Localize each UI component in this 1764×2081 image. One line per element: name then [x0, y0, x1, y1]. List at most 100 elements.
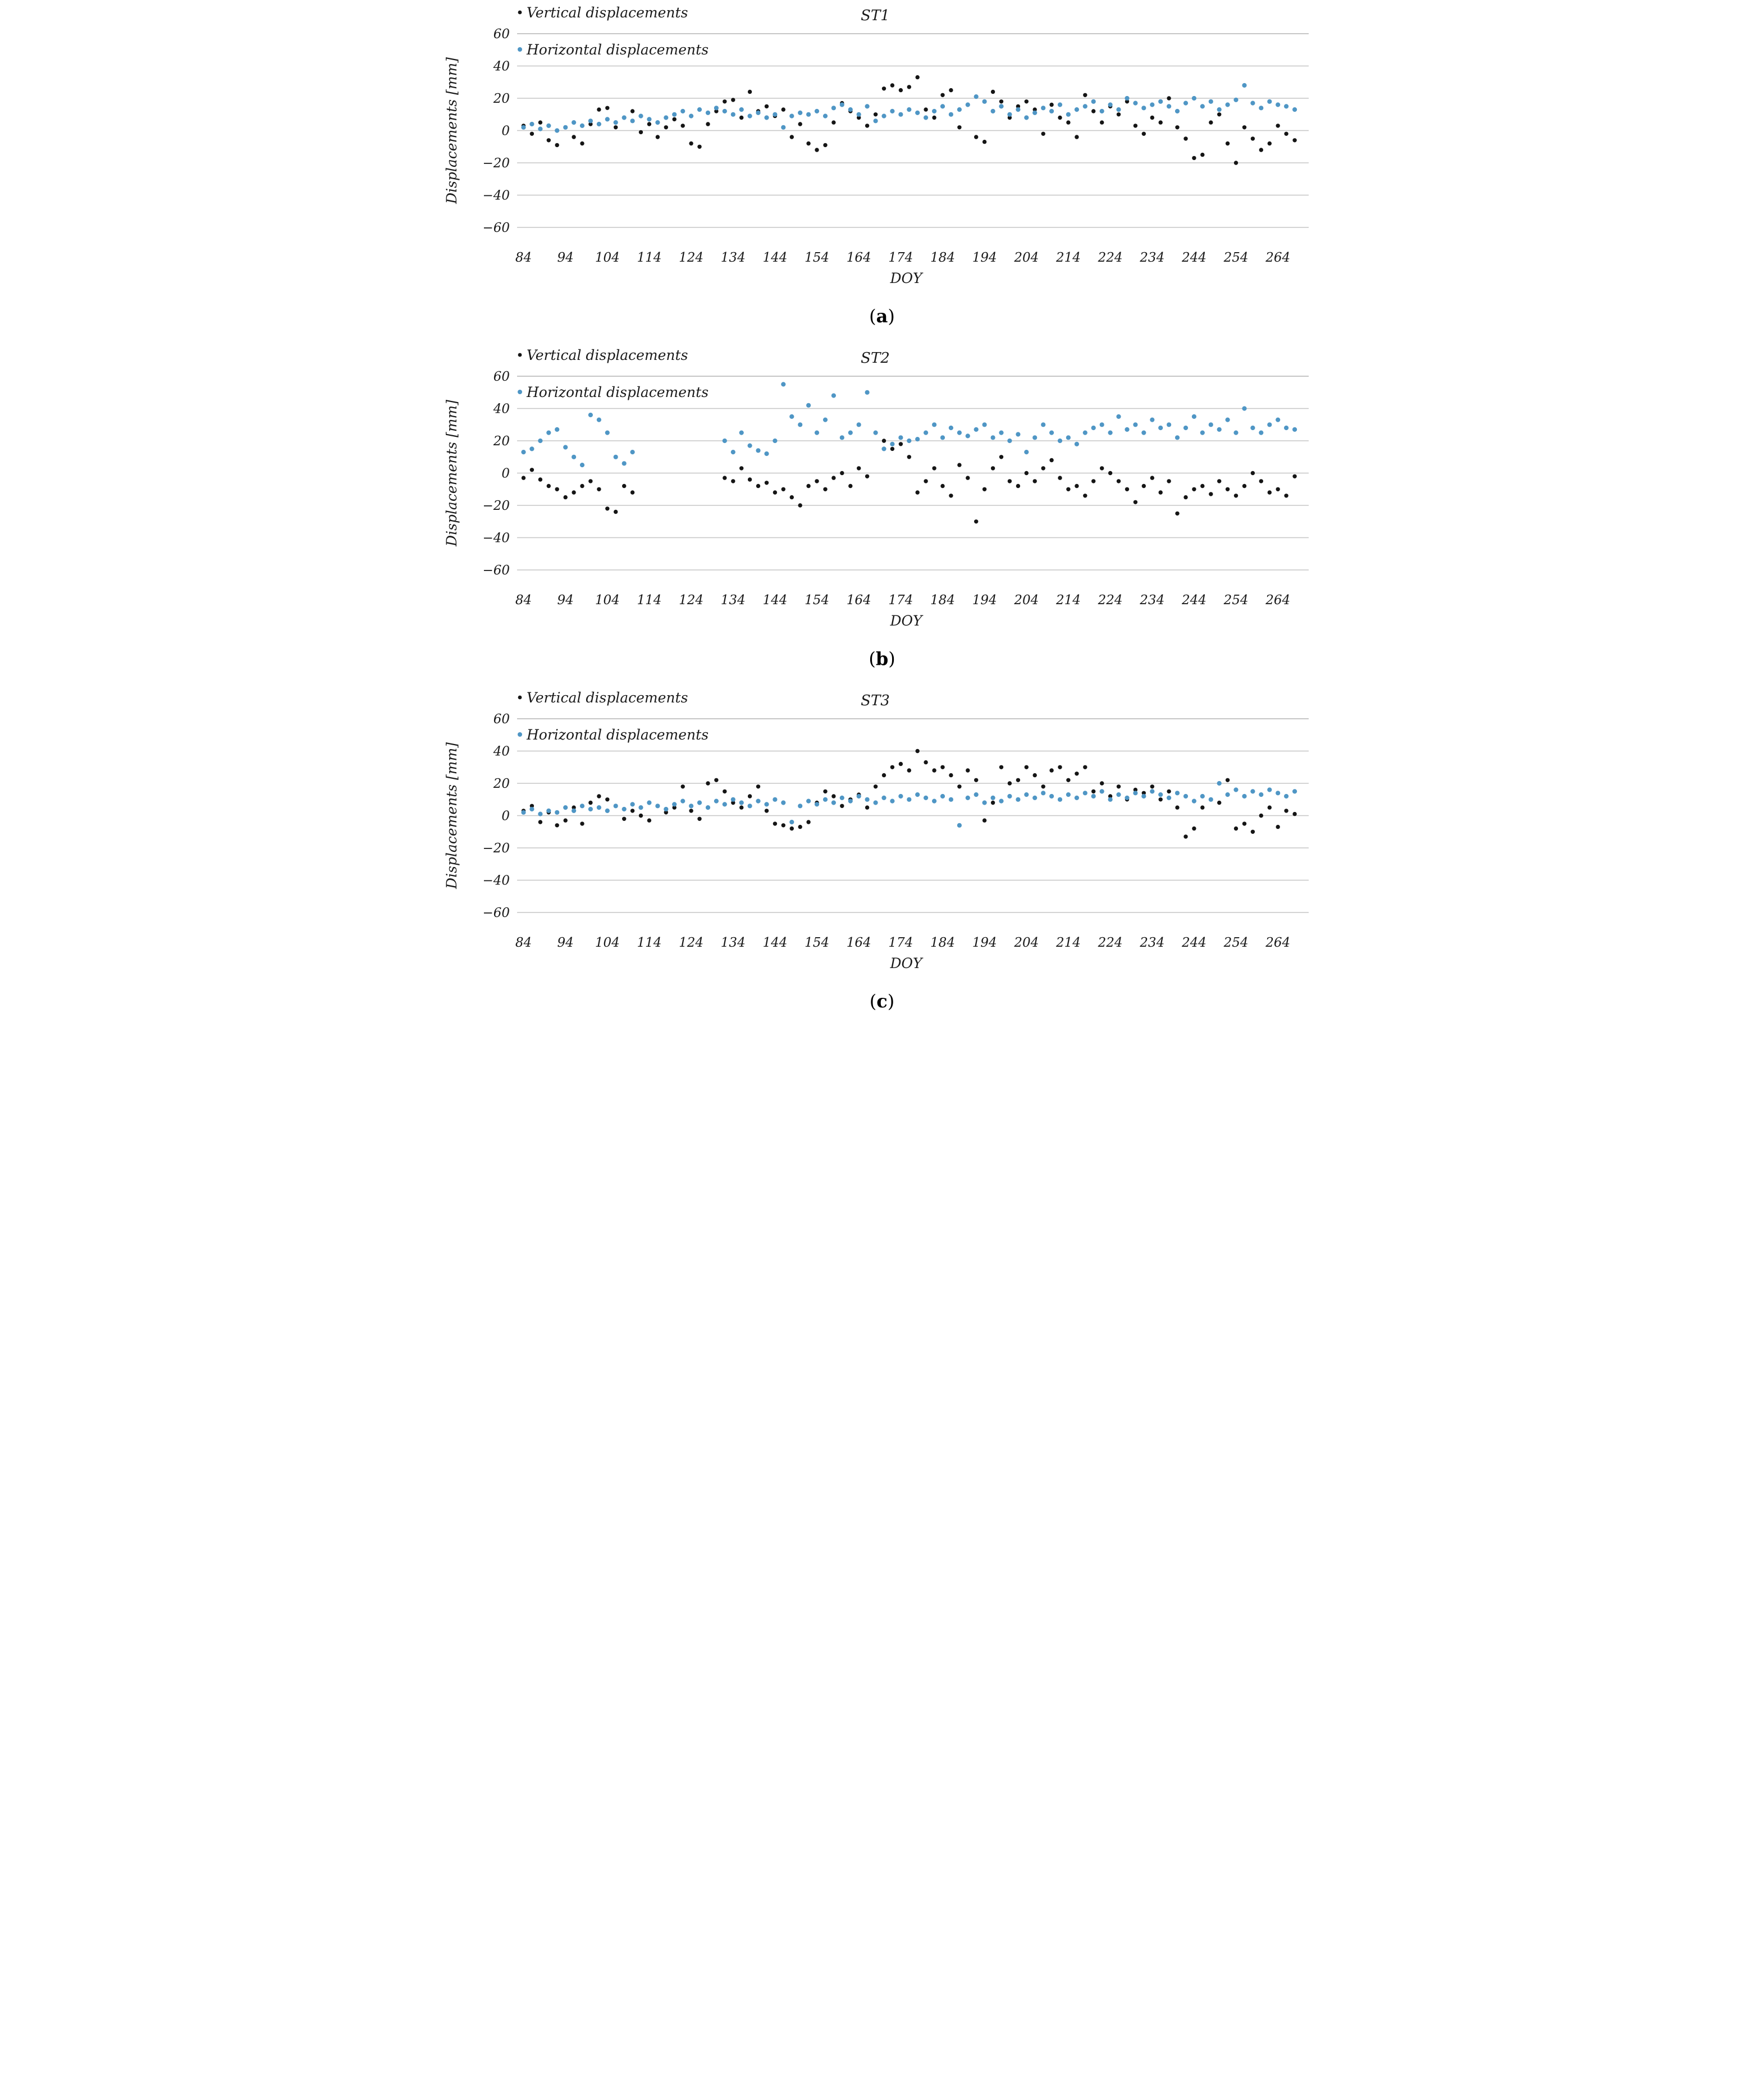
- gridlines: [517, 33, 1309, 228]
- x-tick-label: 154: [805, 935, 829, 950]
- gridlines: [517, 376, 1309, 571]
- y-tick-label: 20: [492, 92, 509, 106]
- x-tick-label: 264: [1265, 250, 1290, 265]
- series-horizontal-points: [520, 83, 1297, 133]
- x-tick-label: 174: [888, 593, 913, 608]
- legend-label: Horizontal displacements: [526, 42, 709, 58]
- x-tick-label: 244: [1181, 593, 1206, 608]
- legend-label: Horizontal displacements: [526, 727, 709, 743]
- caption-a: (a): [441, 305, 1323, 327]
- x-axis-title: DOY: [889, 270, 924, 286]
- x-tick-label: 144: [762, 250, 787, 265]
- x-tick-label: 154: [805, 593, 829, 608]
- y-tick-label: −60: [482, 563, 510, 578]
- x-tick-label: 164: [846, 593, 871, 608]
- x-tick-label: 84: [515, 935, 531, 950]
- x-tick-label: 104: [595, 593, 619, 608]
- chart-b-block: 60 40 20 0 −20 −40 −60 84 94 104 114 124 134 144 154 16…: [441, 346, 1323, 669]
- x-tick-label: 94: [557, 593, 573, 608]
- legend-marker-horizontal: [517, 47, 522, 52]
- x-tick-label: 264: [1265, 593, 1290, 608]
- x-tick-label: 114: [637, 935, 661, 950]
- legend: Vertical displacements Horizontal displac…: [517, 690, 709, 743]
- y-tick-label: 0: [501, 809, 510, 824]
- x-tick-label: 194: [972, 593, 997, 608]
- x-tick-label: 234: [1139, 593, 1164, 608]
- y-tick-label: −20: [482, 499, 510, 513]
- y-tick-label: 20: [492, 777, 509, 791]
- x-axis-title: DOY: [889, 613, 924, 629]
- x-tick-label: 134: [720, 593, 745, 608]
- x-tick-label: 174: [888, 935, 913, 950]
- y-tick-label: 60: [493, 27, 509, 42]
- x-tick-label: 194: [972, 250, 997, 265]
- x-tick-label: 124: [679, 935, 703, 950]
- x-tick-label: 154: [805, 250, 829, 265]
- series-horizontal-points: [520, 781, 1297, 828]
- x-tick-label: 214: [1055, 593, 1080, 608]
- x-tick-label: 144: [762, 935, 787, 950]
- x-tick-label: 164: [846, 935, 871, 950]
- y-tick-label: −40: [482, 874, 510, 888]
- x-tick-label: 254: [1223, 935, 1248, 950]
- x-tick-label: 204: [1013, 935, 1039, 950]
- y-tick-label: 0: [501, 124, 510, 139]
- caption-b-open: (: [869, 648, 876, 669]
- legend-label: Vertical displacements: [527, 4, 688, 21]
- y-tick-label: 40: [492, 60, 509, 74]
- y-tick-label: 60: [493, 369, 509, 384]
- x-tick-label: 124: [679, 593, 703, 608]
- caption-a-open: (: [869, 305, 876, 327]
- x-tick-label: 184: [930, 250, 955, 265]
- x-axis-tick-labels: 84 94 104 114 124 134 144 154 164 174 184 194 204 214…: [515, 935, 1290, 950]
- y-tick-label: 40: [492, 745, 509, 759]
- x-tick-label: 94: [557, 935, 573, 950]
- caption-c-close: ): [887, 991, 895, 1012]
- legend-marker-vertical: [518, 353, 522, 357]
- legend-label: Horizontal displacements: [526, 384, 709, 400]
- y-axis-tick-labels: 60 40 20 0 −20 −40 −60: [482, 369, 510, 578]
- y-tick-label: −20: [482, 156, 510, 171]
- y-axis-title: Displacements [mm]: [444, 742, 460, 889]
- chart-b-scatter: 60 40 20 0 −20 −40 −60 84 94 104 114 124 134 144 154 16…: [444, 347, 1309, 629]
- station-title: ST3: [861, 692, 890, 709]
- station-title: ST2: [861, 350, 890, 367]
- x-tick-label: 254: [1223, 250, 1248, 265]
- caption-c-letter: c: [876, 991, 888, 1012]
- y-axis-title: Displacements [mm]: [444, 400, 460, 547]
- caption-b: (b): [441, 648, 1323, 669]
- x-tick-label: 104: [595, 935, 619, 950]
- x-tick-label: 224: [1097, 593, 1122, 608]
- caption-b-letter: b: [875, 648, 889, 669]
- caption-a-letter: a: [876, 305, 888, 327]
- y-tick-label: −60: [482, 906, 510, 920]
- x-tick-label: 244: [1181, 250, 1206, 265]
- caption-c-open: (: [869, 991, 877, 1012]
- caption-a-close: ): [888, 305, 895, 327]
- x-tick-label: 134: [720, 935, 745, 950]
- chart-a-scatter: 60 40 20 0 −20 −40 −60 84 94 104 114 124 134 144 154 16…: [444, 4, 1309, 286]
- x-tick-label: 94: [557, 250, 573, 265]
- y-tick-label: 60: [493, 712, 509, 727]
- x-tick-label: 214: [1055, 935, 1080, 950]
- legend-marker-horizontal: [517, 732, 522, 737]
- x-tick-label: 174: [888, 250, 913, 265]
- y-tick-label: 0: [501, 467, 510, 481]
- legend-label: Vertical displacements: [527, 347, 688, 363]
- x-tick-label: 224: [1097, 250, 1122, 265]
- x-tick-label: 164: [846, 250, 871, 265]
- x-tick-label: 234: [1139, 250, 1164, 265]
- x-tick-label: 184: [930, 593, 955, 608]
- figure-page: 60 40 20 0 −20 −40 −60 84 94 104 114 124 134 144 154 16…: [441, 0, 1323, 1037]
- legend-marker-vertical: [518, 695, 522, 700]
- y-tick-label: 20: [492, 434, 509, 449]
- x-axis-tick-labels: 84 94 104 114 124 134 144 154 164 174 184 194 204 214…: [515, 250, 1290, 265]
- legend: Vertical displacements Horizontal displac…: [517, 347, 709, 400]
- series-horizontal-points: [520, 382, 1297, 468]
- x-axis-tick-labels: 84 94 104 114 124 134 144 154 164 174 184 194 204 214…: [515, 593, 1290, 608]
- x-tick-label: 104: [595, 250, 619, 265]
- x-tick-label: 214: [1055, 250, 1080, 265]
- x-tick-label: 204: [1013, 250, 1039, 265]
- series-vertical-points: [521, 75, 1297, 165]
- x-tick-label: 194: [972, 935, 997, 950]
